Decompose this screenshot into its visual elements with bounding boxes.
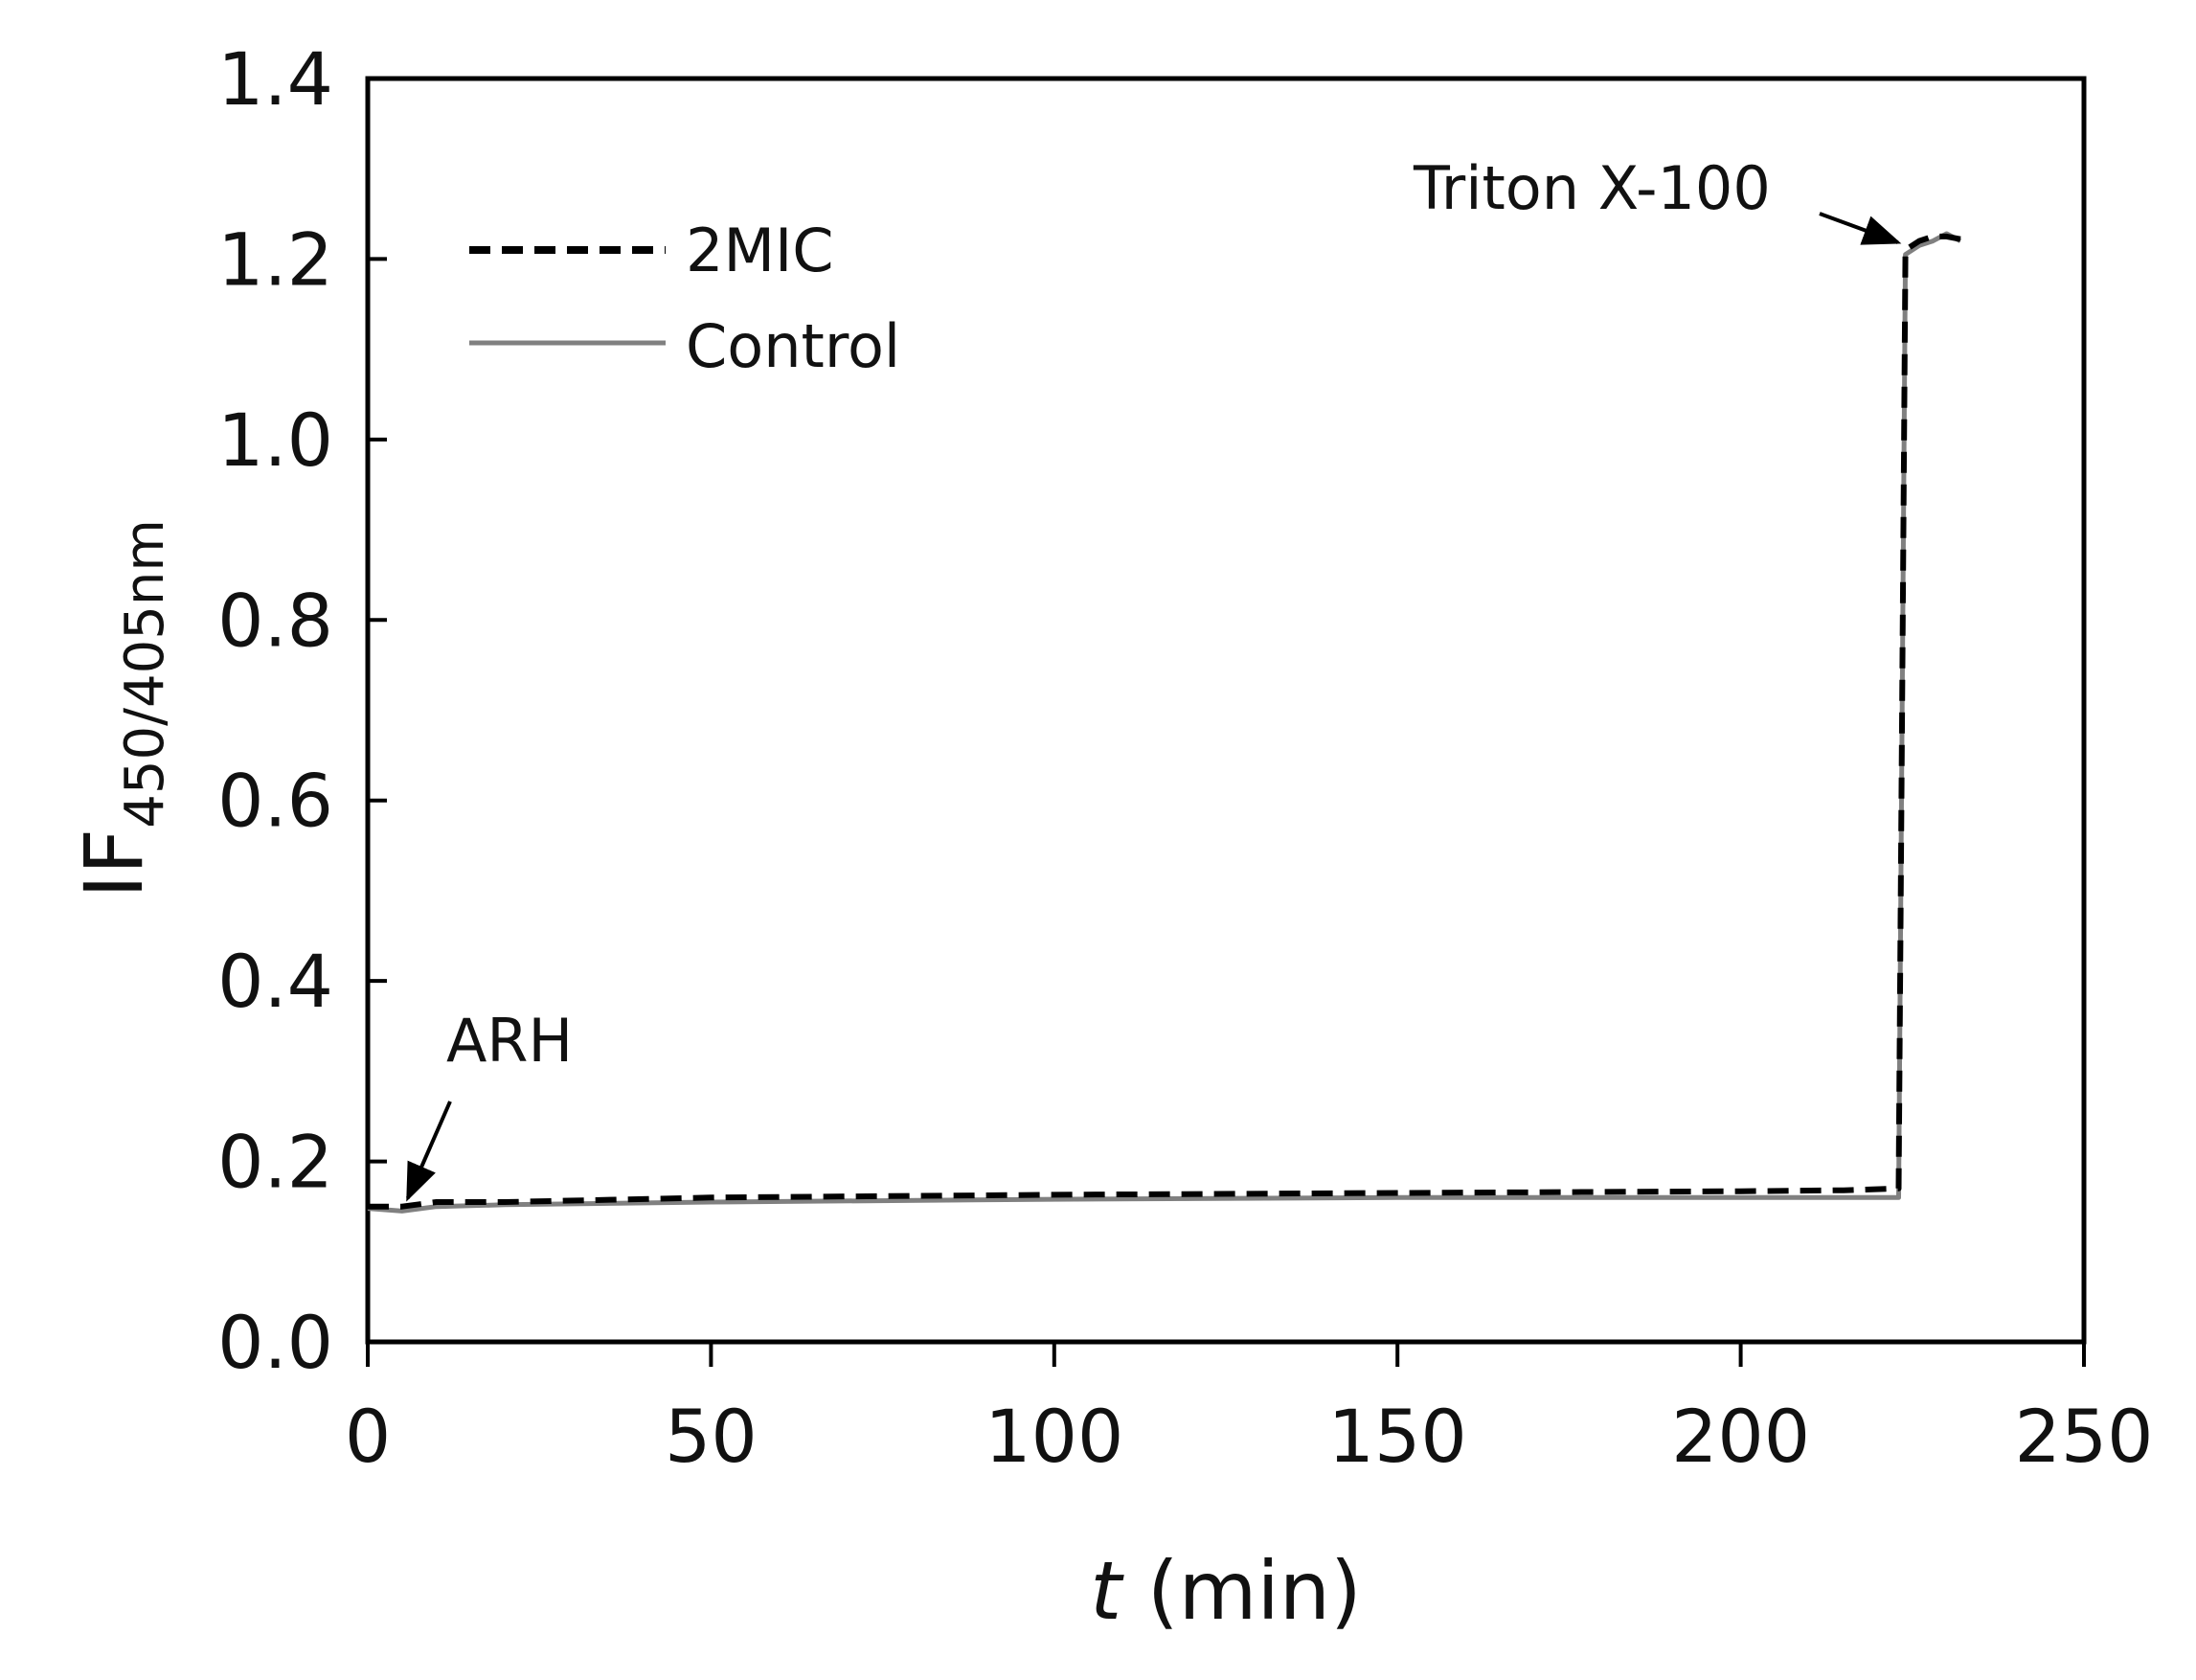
triton-arrow: [1819, 212, 1902, 245]
arh-arrow: [406, 1101, 452, 1202]
x-axis-title-symbol: t: [1090, 1544, 1124, 1638]
x-tick-label: 200: [1671, 1394, 1810, 1479]
y-axis-title: IF450/405nm: [67, 519, 176, 898]
legend: 2MIC Control: [469, 216, 900, 381]
x-tick-label: 50: [665, 1394, 758, 1479]
legend-label-2mic: 2MIC: [686, 216, 834, 285]
x-tick-label: 150: [1328, 1394, 1467, 1479]
x-tick-label: 100: [985, 1394, 1123, 1479]
y-tick-label: 1.0: [217, 397, 333, 483]
y-tick-label: 0.8: [217, 578, 333, 663]
y-tick-label: 1.4: [217, 36, 333, 122]
y-tick-label: 0.6: [217, 759, 333, 844]
legend-label-control: Control: [686, 311, 900, 381]
plot-area: [365, 76, 2087, 1345]
x-axis-title-unit: (min): [1121, 1544, 1362, 1638]
y-tick-label: 0.4: [217, 939, 333, 1024]
y-tick-label: 0.0: [217, 1300, 333, 1385]
series-line-control: [367, 231, 1962, 1214]
arh-label: ARH: [446, 1006, 573, 1076]
triton-label: Triton X-100: [1413, 153, 1771, 223]
y-tick-label: 0.2: [217, 1120, 333, 1205]
x-tick-label: 250: [2014, 1394, 2153, 1479]
series-layer: [367, 231, 1962, 1214]
annotation-layer: ARH Triton X-100: [406, 153, 1902, 1202]
x-axis-ticks: 0 50 100 150 200 250: [345, 1342, 2154, 1479]
x-axis-title: t (min): [1090, 1544, 1362, 1638]
y-axis-ticks: 0.0 0.2 0.4 0.6 0.8 1.0 1.2 1.4: [217, 36, 387, 1385]
series-line-2mic: [368, 233, 1961, 1210]
y-tick-label: 1.2: [217, 216, 333, 302]
y-axis-title-subscript: 450/405nm: [114, 519, 176, 829]
y-axis-title-main: IF: [67, 829, 161, 898]
x-tick-label: 0: [345, 1394, 391, 1479]
